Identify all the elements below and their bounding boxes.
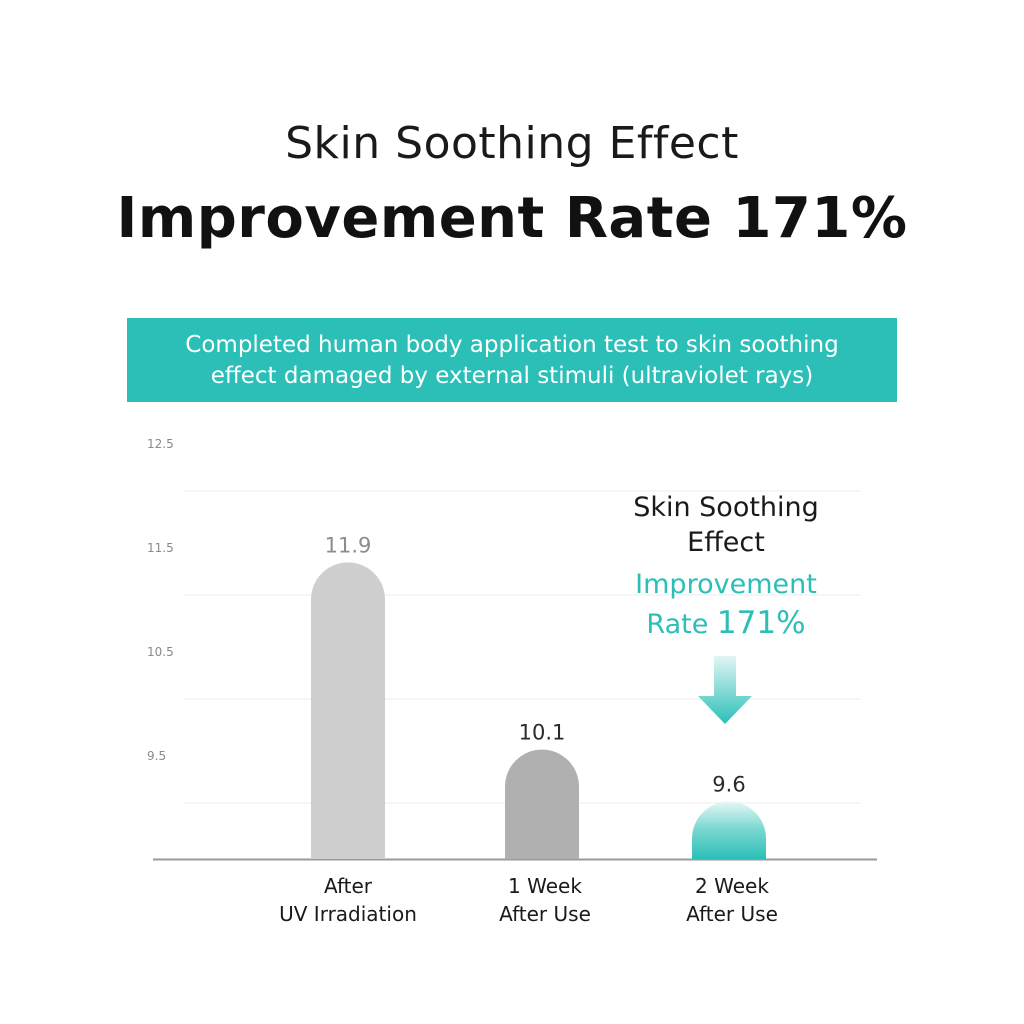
banner-line-2: effect damaged by external stimuli (ultr… <box>210 363 814 389</box>
headline-improvement-rate: Improvement Rate 171% <box>116 186 908 251</box>
bar-value-label: 10.1 <box>519 721 566 745</box>
x-category-label: UV Irradiation <box>279 902 417 926</box>
callout-line-3: Improvement <box>635 569 817 600</box>
arrow-down-icon <box>698 656 752 724</box>
y-tick-label: 11.5 <box>147 541 174 555</box>
x-category-label: 2 Week <box>695 874 769 898</box>
y-tick-label: 9.5 <box>147 749 166 763</box>
x-category-label: After Use <box>686 902 778 926</box>
callout-line-2: Effect <box>687 527 765 558</box>
callout-title: Skin Soothing Effect <box>600 490 852 560</box>
test-description-banner: Completed human body application test to… <box>127 318 897 402</box>
bar-3 <box>692 801 766 859</box>
callout-line-1: Skin Soothing <box>633 492 819 523</box>
y-tick-label: 12.5 <box>147 437 174 451</box>
bar-value-label: 11.9 <box>325 533 372 557</box>
banner-line-1: Completed human body application test to… <box>185 332 839 358</box>
callout-line-4-prefix: Rate <box>646 609 717 640</box>
headline-title: Skin Soothing Effect <box>285 118 739 169</box>
callout-rate: Improvement Rate 171% <box>600 566 852 644</box>
x-category-label: After Use <box>499 902 591 926</box>
callout-rate-value: 171% <box>716 605 806 641</box>
x-category-label: 1 Week <box>508 874 582 898</box>
bar-value-label: 9.6 <box>712 773 745 797</box>
bar-1 <box>311 562 386 859</box>
bar-2 <box>505 749 579 859</box>
y-tick-label: 10.5 <box>147 645 174 659</box>
x-category-label: After <box>324 874 373 898</box>
